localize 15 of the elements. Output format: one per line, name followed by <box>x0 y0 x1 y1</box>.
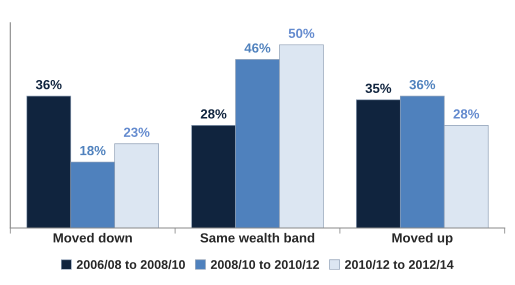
data-label: 35% <box>365 84 392 93</box>
x-tick-label: Moved down <box>54 232 132 243</box>
x-tick-label: Moved up <box>392 232 453 246</box>
data-label: 46% <box>244 43 270 53</box>
data-label: 28% <box>454 109 480 119</box>
data-label: 23% <box>124 128 150 137</box>
data-label: 28% <box>200 109 226 119</box>
data-label: 36% <box>36 80 62 90</box>
legend-label: 2008/10 to 2010/12 <box>210 260 320 270</box>
data-label: 36% <box>409 80 436 90</box>
legend-label: 2010/12 to 2012/14 <box>344 260 454 270</box>
data-label: 18% <box>80 146 106 156</box>
x-tick-label: Same wealth band <box>200 232 314 243</box>
legend-label: 2006/08 to 2008/10 <box>76 260 185 270</box>
data-label: 50% <box>288 28 314 38</box>
